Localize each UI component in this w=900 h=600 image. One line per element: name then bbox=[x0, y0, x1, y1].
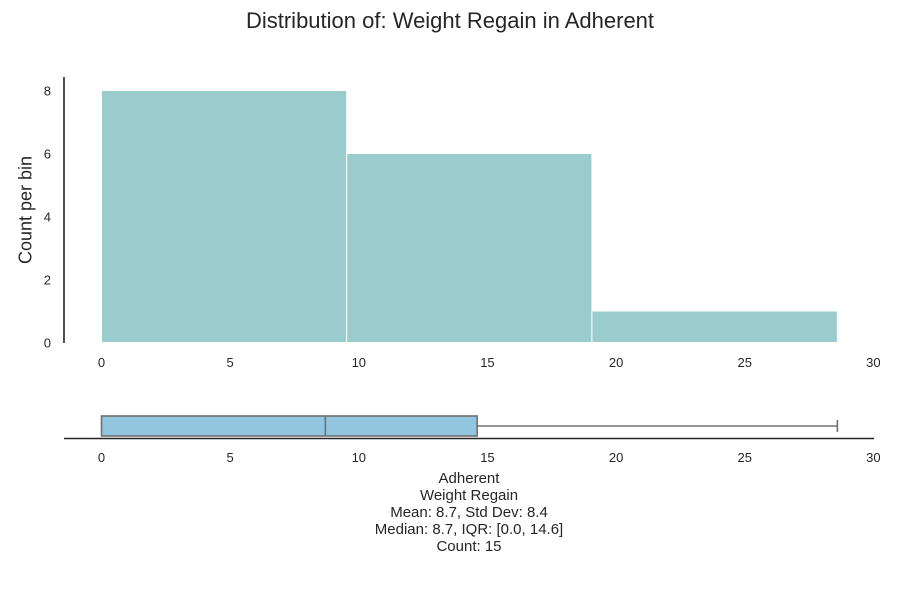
caption-median-iqr: Median: 8.7, IQR: [0.0, 14.6] bbox=[374, 521, 564, 538]
y-tick-label: 4 bbox=[44, 210, 51, 225]
caption-group: Adherent bbox=[438, 470, 500, 487]
box-x-tick-label: 10 bbox=[352, 450, 366, 465]
summary-caption: Adherent Weight Regain Mean: 8.7, Std De… bbox=[319, 470, 619, 555]
x-tick-label: 0 bbox=[98, 355, 105, 370]
box-x-tick-label: 30 bbox=[866, 450, 880, 465]
x-tick-label: 25 bbox=[738, 355, 752, 370]
y-tick-label: 6 bbox=[44, 147, 51, 162]
box-x-tick-label: 25 bbox=[738, 450, 752, 465]
histogram-chart: 0 2 4 6 8 0 5 10 15 20 25 30 bbox=[44, 77, 881, 370]
y-tick-label: 8 bbox=[44, 84, 51, 99]
box-x-tick-label: 20 bbox=[609, 450, 623, 465]
box-x-tick-label: 15 bbox=[480, 450, 494, 465]
iqr-box bbox=[100, 415, 478, 437]
caption-mean-std: Mean: 8.7, Std Dev: 8.4 bbox=[390, 504, 548, 521]
histogram-bar bbox=[346, 153, 593, 343]
chart-title: Distribution of: Weight Regain in Adhere… bbox=[245, 8, 655, 33]
y-tick-label: 2 bbox=[44, 273, 51, 288]
x-tick-label: 20 bbox=[609, 355, 623, 370]
boxplot-chart: 0 5 10 15 20 25 30 bbox=[64, 415, 881, 465]
x-tick-label: 30 bbox=[866, 355, 880, 370]
caption-variable: Weight Regain bbox=[419, 487, 519, 504]
box-x-tick-label: 0 bbox=[98, 450, 105, 465]
y-tick-label: 0 bbox=[44, 336, 51, 351]
histogram-bar bbox=[591, 310, 838, 343]
x-tick-label: 15 bbox=[480, 355, 494, 370]
x-tick-label: 5 bbox=[227, 355, 234, 370]
histogram-bar bbox=[101, 90, 348, 343]
caption-count: Count: 15 bbox=[436, 538, 502, 555]
x-tick-label: 10 bbox=[352, 355, 366, 370]
box-x-tick-label: 5 bbox=[227, 450, 234, 465]
